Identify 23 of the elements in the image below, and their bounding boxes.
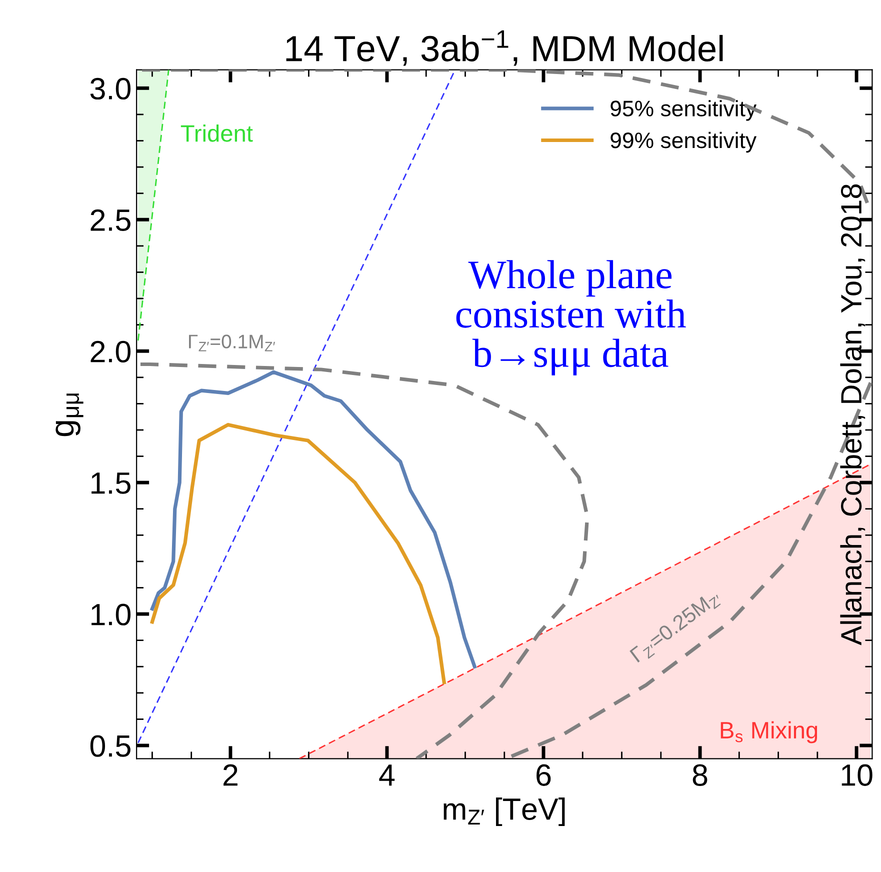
annotation: Whole plane consisten with b→sμμ data — [456, 260, 686, 376]
y-tick-label: 2.5 — [90, 209, 130, 232]
x-tick-label: 2 — [224, 764, 238, 786]
y-tick-label: 1.0 — [92, 604, 131, 626]
y-tick-label: 2.0 — [90, 340, 131, 362]
series-label: B$_{s}$ Mixing — [720, 721, 818, 744]
y-tick-label: 1.5 — [92, 472, 130, 494]
y-tick-label: 3.0 — [90, 78, 131, 100]
x-tick-label: 6 — [536, 764, 551, 786]
text: Γ$_{Z′}$=0.25M$_{Z′}$ — [629, 588, 724, 666]
x-tick-label: 10 — [842, 764, 872, 786]
x-tick-label: 4 — [379, 764, 395, 786]
x-tick-label: 8 — [692, 764, 708, 786]
chart-title: 14 TeV, 3ab$^{−1}$, MDM Model — [286, 30, 723, 66]
series-label: Γ$_{Z′}$=0.1M$_{Z′}$ — [189, 334, 276, 352]
legend-label: 95% sensitivity — [610, 100, 757, 121]
series-label: Trident — [180, 124, 253, 142]
line-series — [150, 422, 446, 684]
x-axis-title: m$_{Z′}$ [TeV] — [444, 798, 565, 826]
y-tick-label: 0.5 — [90, 735, 130, 757]
legend-label: 99% sensitivity — [610, 132, 757, 153]
annotation: Allanach, Corbett, Dolan, You, 2018 — [840, 184, 866, 646]
y-axis-title: g$_{μμ}$ — [56, 394, 84, 436]
